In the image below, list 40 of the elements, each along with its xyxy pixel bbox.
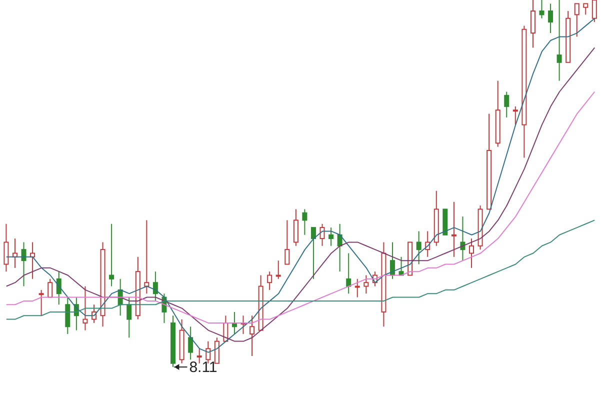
candlestick <box>548 3 554 34</box>
candlestick <box>504 91 510 118</box>
candlestick <box>4 223 9 272</box>
annotation: 8.11 <box>189 359 218 376</box>
candlestick <box>328 227 334 246</box>
candlestick <box>364 274 369 294</box>
candlestick <box>512 106 518 126</box>
candlestick <box>267 271 272 290</box>
candlestick <box>188 326 194 360</box>
candlestick <box>30 242 36 280</box>
candlestick <box>346 252 352 294</box>
candlestick <box>12 238 18 268</box>
candlestick <box>250 315 255 356</box>
candlestick <box>451 201 456 258</box>
candlestick <box>390 242 395 280</box>
candlestick <box>583 3 588 16</box>
candlestick <box>469 238 474 268</box>
candlestick <box>354 278 360 298</box>
candlestick <box>82 286 88 331</box>
candlestick <box>530 0 536 48</box>
candlestick <box>126 296 132 338</box>
candlestick <box>592 0 597 23</box>
candlestick <box>310 227 316 280</box>
candlestick <box>65 296 70 334</box>
candlestick <box>320 223 325 246</box>
candlestick <box>556 0 562 82</box>
candlestick <box>416 230 422 265</box>
candlestick <box>284 220 290 265</box>
candlestick <box>293 208 298 246</box>
candlestick <box>460 216 466 262</box>
candlestick <box>302 208 308 236</box>
candlestick <box>38 289 44 316</box>
candlestick <box>48 278 53 298</box>
candlestick <box>539 0 544 19</box>
candlestick <box>574 3 580 38</box>
candlestick <box>21 242 26 287</box>
candlestick <box>144 220 150 294</box>
candlestick <box>109 223 114 287</box>
candlestick <box>152 271 158 302</box>
candlestick <box>276 260 281 280</box>
